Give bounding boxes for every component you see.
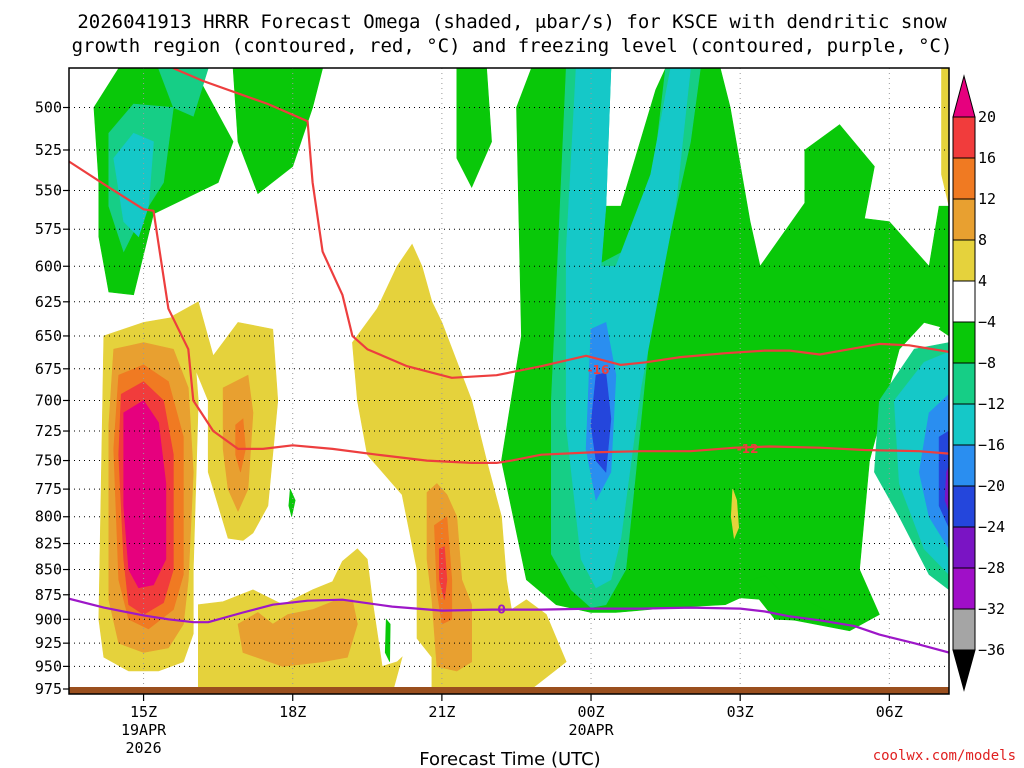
- omega-region-minus4: [938, 315, 949, 337]
- colorbar-label: 16: [978, 149, 996, 167]
- colorbar-bin: [952, 116, 976, 159]
- colorbar-bin: [952, 526, 976, 569]
- y-tick-label: 700: [35, 391, 62, 409]
- colorbar-bin: [952, 280, 976, 323]
- omega-region-minus4: [288, 488, 296, 517]
- omega-region-minus20: [590, 372, 612, 473]
- omega-region-8: [237, 599, 358, 667]
- y-tick-label: 625: [35, 293, 62, 311]
- colorbar-label: 12: [978, 190, 996, 208]
- omega-region-minus4: [744, 575, 836, 622]
- colorbar-bin: [952, 608, 976, 651]
- credit-text: coolwx.com/models: [873, 748, 1016, 764]
- chart-title-line-2: growth region (contoured, red, °C) and f…: [72, 35, 953, 57]
- contour-label-dgz-upper: -16: [588, 363, 610, 377]
- y-tick-label: 975: [35, 680, 62, 698]
- y-tick-label: 525: [35, 141, 62, 159]
- y-tick-label: 825: [35, 535, 62, 553]
- x-tick-label: 00Z: [577, 703, 604, 721]
- y-tick-label: 800: [35, 508, 62, 526]
- colorbar-bin: [952, 239, 976, 282]
- colorbar-bin: [952, 485, 976, 528]
- y-tick-label: 725: [35, 422, 62, 440]
- omega-region-minus4: [456, 68, 492, 189]
- contour-label-freezing-level: 0: [497, 603, 505, 617]
- colorbar-label: −12: [978, 395, 1005, 413]
- y-tick-label: 575: [35, 220, 62, 238]
- x-tick-date: 19APR: [121, 721, 167, 739]
- y-tick-label: 500: [35, 99, 62, 117]
- contour-dgz-lower: [69, 160, 949, 464]
- contour-freezing-level: [69, 597, 949, 654]
- x-tick-label: 21Z: [428, 703, 455, 721]
- y-axis: 500 525 550 575 600 625 650 675 700 725 750 775 800 8…: [35, 99, 69, 698]
- colorbar-label: 4: [978, 272, 987, 290]
- omega-region-4: [730, 488, 740, 540]
- omega-region-minus12: [113, 132, 154, 238]
- colorbar-bin: [952, 157, 976, 200]
- y-tick-label: 775: [35, 480, 62, 498]
- colorbar-label: −28: [978, 559, 1005, 577]
- colorbar-top-arrow: [952, 74, 976, 118]
- chart-title-line-1: 2026041913 HRRR Forecast Omega (shaded, …: [77, 11, 947, 33]
- colorbar-bin: [952, 567, 976, 610]
- y-tick-label: 675: [35, 360, 62, 378]
- y-tick-label: 900: [35, 610, 62, 628]
- x-tick-label: 15Z: [130, 703, 157, 721]
- x-tick-label: 06Z: [876, 703, 903, 721]
- omega-region-12: [235, 418, 246, 473]
- colorbar-label: 8: [978, 231, 987, 249]
- y-tick-label: 850: [35, 561, 62, 579]
- colorbar-label: 20: [978, 108, 996, 126]
- contour-label-dgz-lower: -12: [737, 442, 759, 456]
- x-tick-label: 18Z: [279, 703, 306, 721]
- colorbar: 20 16 12 8 4 −4 −8 −12 −16 −20 −24 −28 −32 −36: [952, 74, 1005, 692]
- colorbar-label: −32: [978, 600, 1005, 618]
- colorbar-label: −24: [978, 518, 1005, 536]
- colorbar-bottom-arrow: [952, 649, 976, 692]
- y-tick-label: 750: [35, 452, 62, 470]
- colorbar-label: −8: [978, 354, 996, 372]
- omega-region-20: [123, 400, 167, 589]
- y-tick-label: 650: [35, 327, 62, 345]
- colorbar-bin: [952, 362, 976, 405]
- colorbar-label: −16: [978, 436, 1005, 454]
- x-axis-label: Forecast Time (UTC): [419, 749, 600, 768]
- colorbar-label: −36: [978, 641, 1005, 659]
- y-tick-label: 600: [35, 257, 62, 275]
- colorbar-label: −20: [978, 477, 1005, 495]
- temperature-contours: -16 -12 0: [69, 68, 949, 654]
- x-tick-year: 2026: [126, 739, 162, 757]
- contour-dgz-upper: [172, 68, 949, 379]
- colorbar-bin: [952, 444, 976, 487]
- omega-region-16: [439, 546, 448, 600]
- y-tick-label: 925: [35, 634, 62, 652]
- omega-region-4: [941, 68, 949, 207]
- colorbar-bin: [952, 321, 976, 364]
- colorbar-label: −4: [978, 313, 996, 331]
- plot-frame: [68, 67, 950, 695]
- y-tick-label: 950: [35, 657, 62, 675]
- colorbar-bin: [952, 198, 976, 241]
- x-tick-label: 03Z: [727, 703, 754, 721]
- omega-region-minus4: [384, 618, 391, 662]
- y-tick-label: 875: [35, 586, 62, 604]
- y-tick-label: 550: [35, 181, 62, 199]
- x-tick-date: 20APR: [568, 721, 614, 739]
- omega-shading: [93, 68, 949, 694]
- colorbar-bin: [952, 403, 976, 446]
- omega-region-minus24: [944, 466, 949, 512]
- omega-region-4: [352, 243, 567, 694]
- surface-terrain-strip: [69, 687, 949, 694]
